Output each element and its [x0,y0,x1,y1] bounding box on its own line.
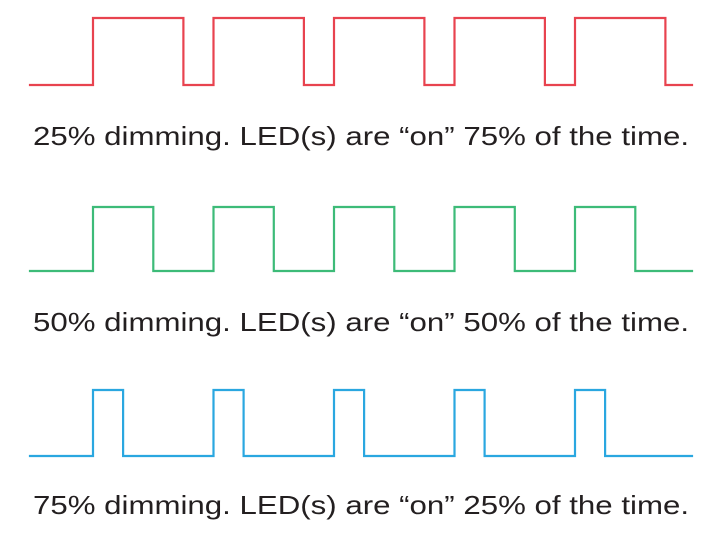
pwm-waveform-50-percent-dimming [28,205,694,273]
caption-75-percent-dimming: 75% dimming. LED(s) are “on” 25% of the … [33,490,689,520]
panel-75-percent-dimming: 75% dimming. LED(s) are “on” 25% of the … [28,388,694,520]
panel-50-percent-dimming: 50% dimming. LED(s) are “on” 50% of the … [28,205,694,337]
caption-25-percent-dimming: 25% dimming. LED(s) are “on” 75% of the … [33,121,689,151]
pwm-waveform-75-percent-dimming [28,388,694,458]
caption-50-percent-dimming: 50% dimming. LED(s) are “on” 50% of the … [33,307,689,337]
pwm-waveform-25-percent-dimming [28,16,694,87]
panel-25-percent-dimming: 25% dimming. LED(s) are “on” 75% of the … [28,16,694,151]
